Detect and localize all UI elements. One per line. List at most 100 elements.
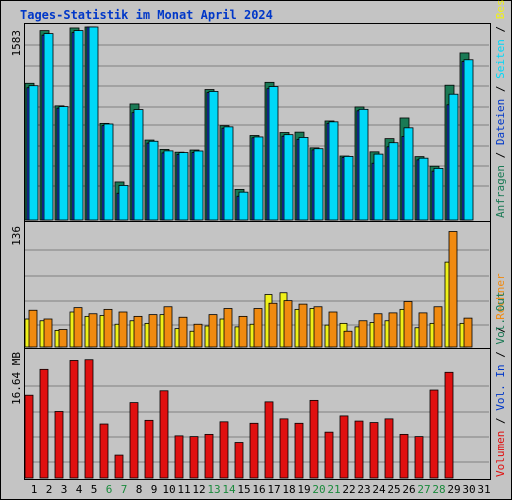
bar-rechner [148,314,158,348]
day-label: 1 [31,483,38,496]
bar-dateien [373,153,384,221]
bar-rechner [388,312,398,348]
day-label: 12 [192,483,205,496]
bar-dateien [463,59,474,221]
bar-volumen [279,418,289,479]
bar-volumen [174,435,184,479]
bar-volumen [264,401,274,479]
bar-dateien [298,137,309,221]
day-label: 14 [222,483,236,496]
bar-rechner [178,316,188,348]
bar-volumen [339,415,349,479]
bar-volumen [369,422,379,479]
day-label: 7 [121,483,128,496]
bar-dateien [73,30,84,221]
day-label: 9 [151,483,158,496]
bar-rechner [298,303,308,348]
bar-dateien [28,85,39,221]
day-label: 5 [91,483,98,496]
bar-dateien [433,167,444,221]
bar-volumen [429,389,439,479]
bar-rechner [403,301,413,348]
bar-dateien [418,157,429,221]
bar-rechner [358,320,368,348]
day-label: 26 [402,483,415,496]
bar-volumen [39,368,49,479]
day-label: 18 [282,483,295,496]
day-label: 29 [447,483,460,496]
day-label: 25 [387,483,400,496]
day-label: 27 [417,483,430,496]
bar-dateien [193,150,204,221]
side-legend-volume: Volumen / Vol. In / Vol. Out [494,292,507,477]
bar-dateien [253,136,264,221]
bar-dateien [208,91,219,221]
side-legend-requests: Anfragen / Dateien / Seiten / Besuche [494,0,507,218]
bar-volumen [129,402,139,479]
bar-dateien [313,148,324,221]
bar-rechner [268,302,278,348]
bar-volumen [54,411,64,479]
bar-dateien [223,126,234,221]
bar-rechner [58,329,68,348]
side-legend-visits: / Rechner [494,273,507,333]
bar-volumen [99,423,109,479]
day-label: 8 [136,483,143,496]
bar-dateien [148,140,159,221]
bar-dateien [133,109,144,221]
bar-volumen [24,394,34,479]
day-label: 20 [312,483,325,496]
bar-rechner [373,313,383,348]
day-label: 6 [106,483,113,496]
bar-rechner [433,306,443,348]
bar-rechner [28,309,38,348]
bar-dateien [328,121,339,221]
bar-rechner [328,311,338,348]
day-label: 15 [237,483,250,496]
day-label: 13 [207,483,220,496]
bar-volumen [189,436,199,479]
day-label: 30 [462,483,475,496]
bar-volumen [219,421,229,479]
bar-dateien [88,26,99,221]
bar-volumen [159,390,169,479]
bar-volumen [294,422,304,479]
bar-volumen [384,418,394,479]
bar-volumen [249,422,259,479]
bar-rechner [448,231,458,348]
day-label: 17 [267,483,280,496]
bar-rechner [418,312,428,348]
day-label: 2 [46,483,53,496]
bar-dateien [58,106,69,221]
bar-volumen [114,454,124,479]
day-label: 3 [61,483,68,496]
bar-rechner [463,317,473,348]
bar-rechner [223,308,233,348]
bar-rechner [133,315,143,348]
bar-volumen [144,419,154,479]
bar-dateien [343,155,354,221]
bar-volumen [234,442,244,479]
y-axis-max-label: 1583 [10,30,23,57]
day-label: 31 [477,483,490,496]
bar-volumen [309,399,319,479]
bar-rechner [238,315,248,348]
bar-dateien [163,150,174,221]
bar-volumen [354,420,364,479]
bar-dateien [268,86,279,221]
bar-dateien [358,108,369,221]
bar-rechner [193,323,203,348]
day-label: 4 [76,483,83,496]
bar-volumen [399,433,409,479]
day-label: 19 [297,483,310,496]
bar-volumen [414,436,424,479]
bar-dateien [118,185,129,221]
bar-dateien [103,123,114,221]
bar-rechner [73,307,83,348]
bar-dateien [403,127,414,221]
bar-dateien [448,93,459,221]
bar-dateien [238,191,249,221]
bar-volumen [69,360,79,479]
bar-volumen [84,359,94,479]
